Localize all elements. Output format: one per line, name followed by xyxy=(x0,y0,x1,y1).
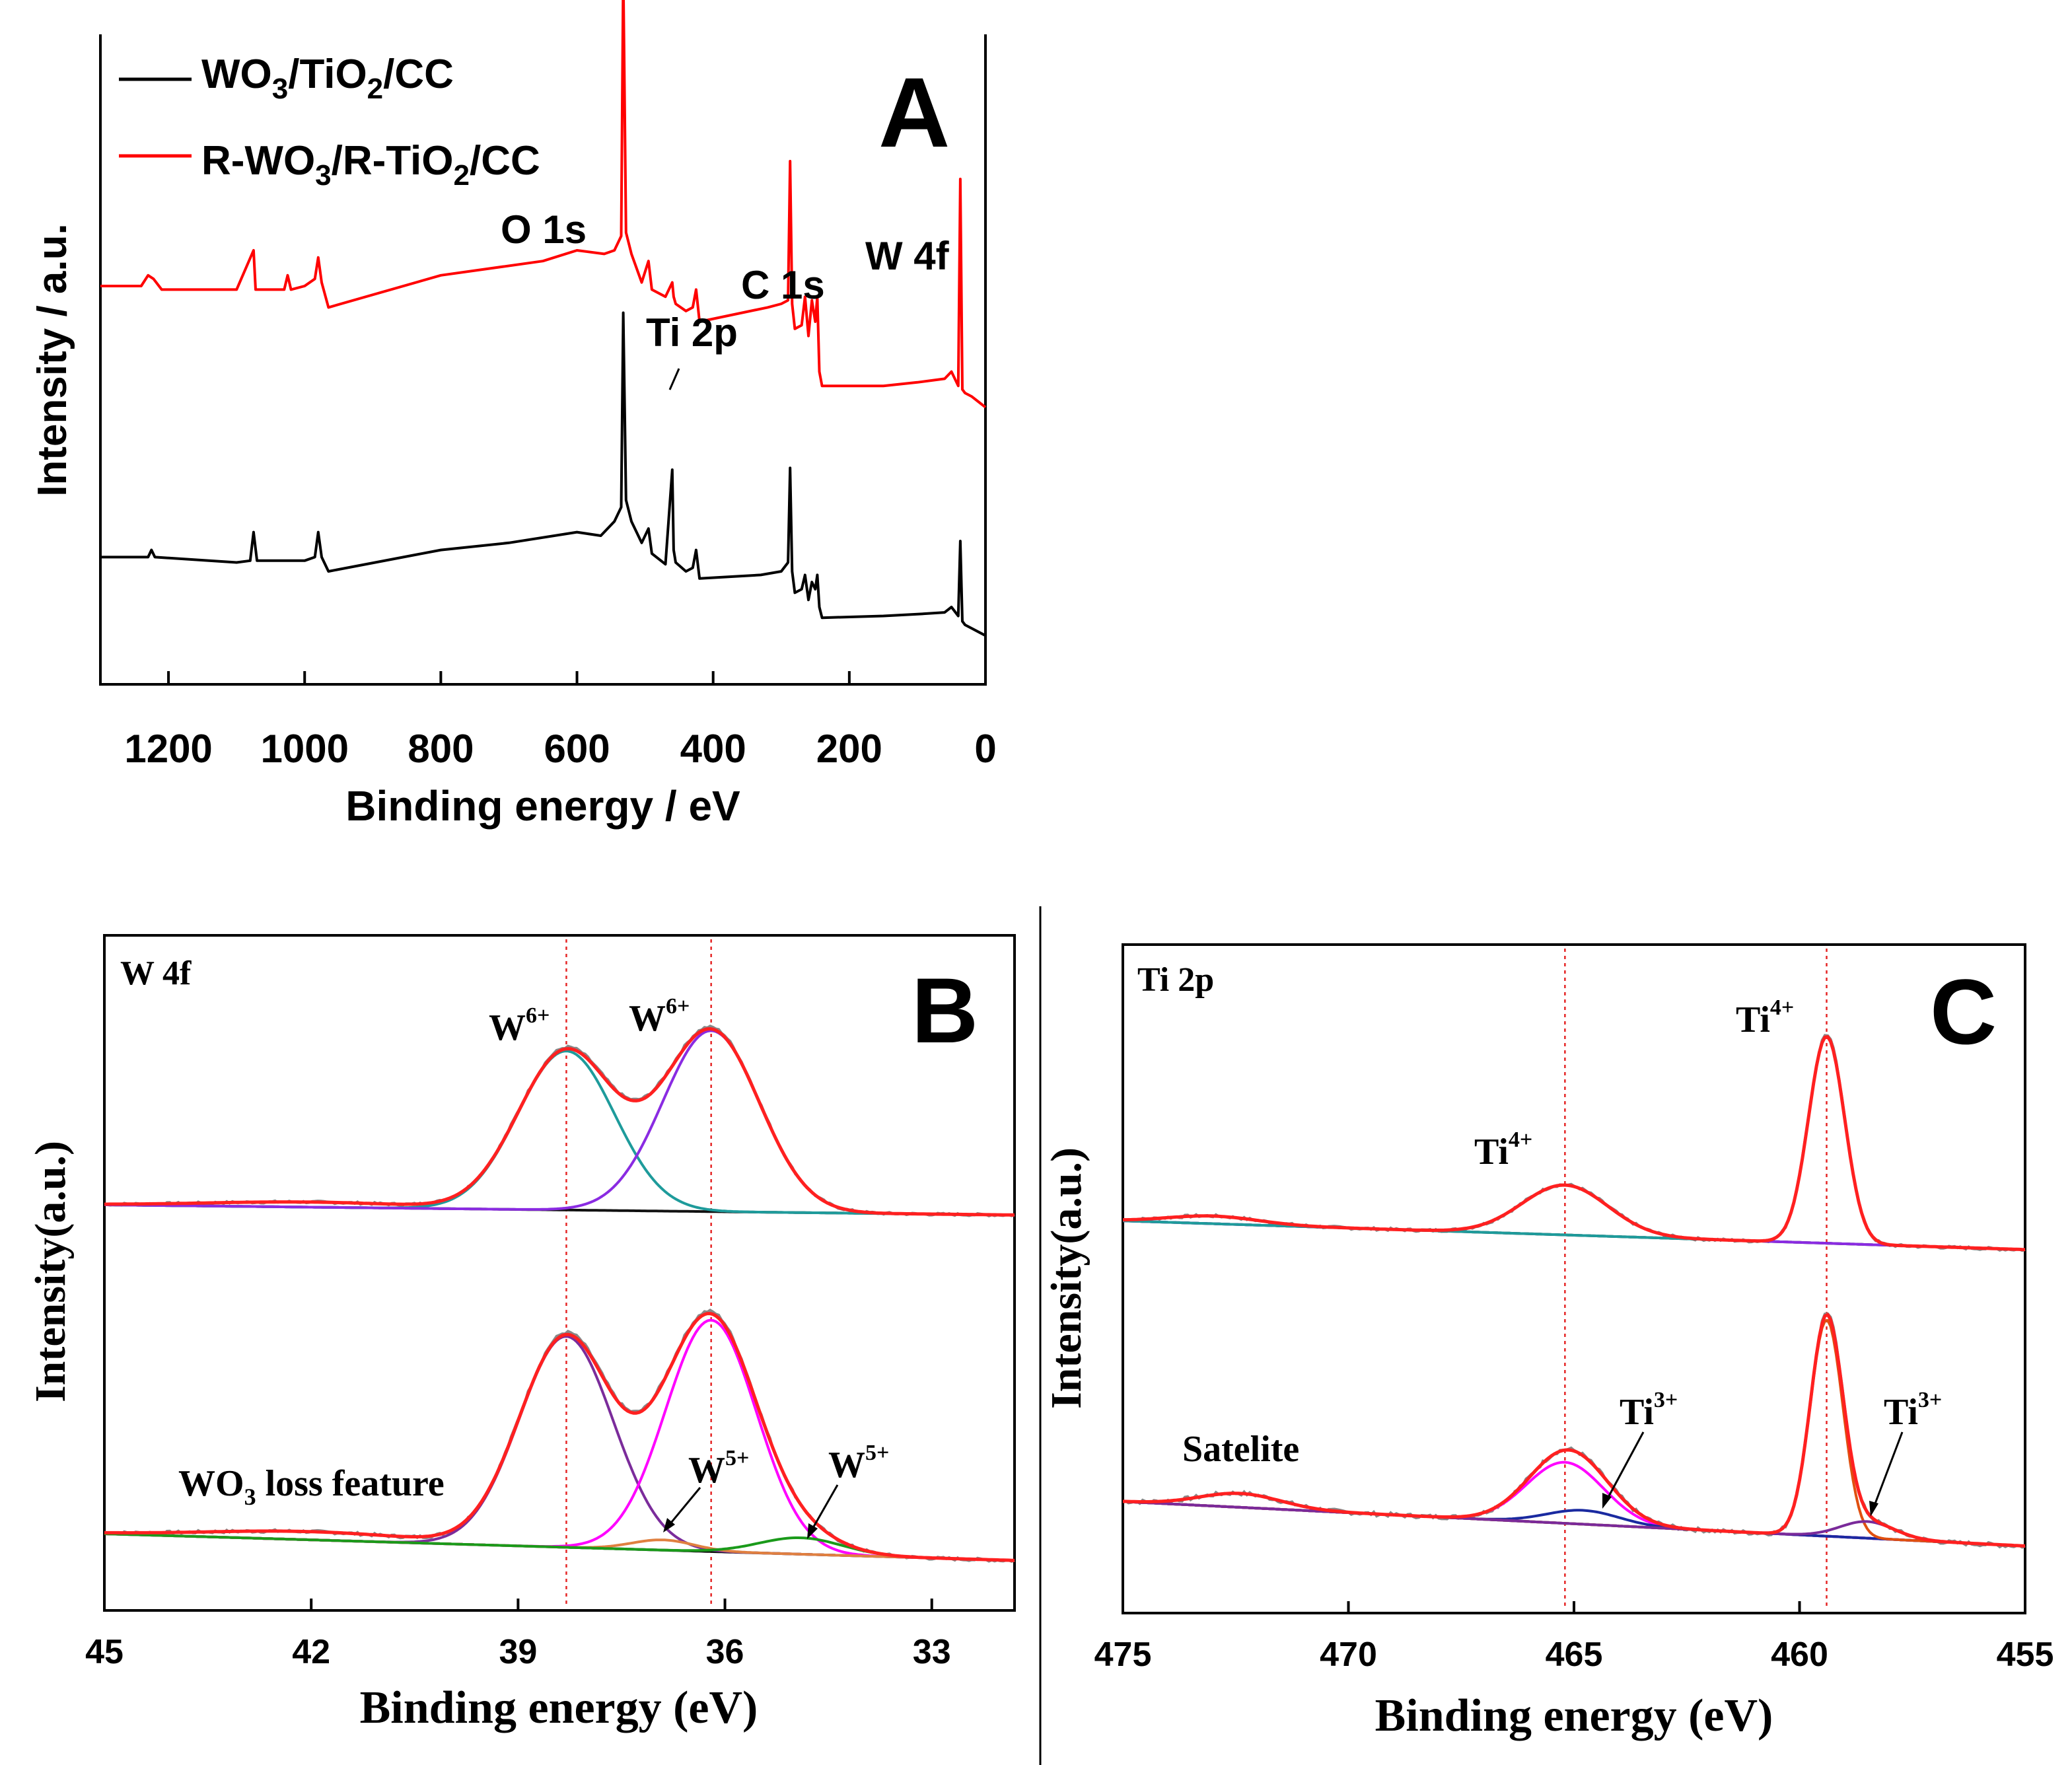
c-label-ti3-left: Ti3+ xyxy=(1620,1388,1678,1433)
panel-b-title: W 4f xyxy=(120,955,192,992)
c-upper-envelope xyxy=(1123,1035,2026,1252)
peak-label-o1s: O 1s xyxy=(501,207,587,252)
b-lower-raw-spectrum xyxy=(104,1309,1015,1564)
panel-a-frame xyxy=(99,34,987,686)
panel-c-x-ticks: 475 470 465 460 455 xyxy=(1094,1601,2054,1674)
panel-c-title: Ti 2p xyxy=(1137,961,1214,999)
panel-b: 45 42 39 36 33 W 4f B W6+ W6+ W5+ W5+ WO3 lo… xyxy=(26,934,1016,1733)
b-x-tick-label: 42 xyxy=(292,1633,330,1671)
b-lower-envelope xyxy=(104,1312,1015,1562)
panel-a: 1200 1000 800 600 400 200 0 WO3/TiO2/CC R-WO3/… xyxy=(30,0,997,830)
c-ti3-arrows xyxy=(1602,1431,1904,1517)
b-x-tick-label: 39 xyxy=(499,1633,537,1671)
panel-c-y-axis-label: Intensity(a.u.) xyxy=(1042,1147,1090,1409)
panel-a-x-axis-label: Binding energy / eV xyxy=(345,782,740,830)
c-lower-envelope xyxy=(1122,1313,2026,1548)
a-x-tick-label: 200 xyxy=(816,727,882,771)
c-label-ti3-right: Ti3+ xyxy=(1884,1388,1942,1433)
a-x-tick-label: 0 xyxy=(974,727,996,771)
panel-c-guides xyxy=(1564,949,1828,1609)
c-x-tick-label: 460 xyxy=(1771,1636,1828,1674)
panel-a-series xyxy=(100,0,987,637)
b-upper-envelope xyxy=(104,1027,1015,1217)
c-x-tick-label: 465 xyxy=(1546,1636,1603,1674)
b-x-tick-label: 36 xyxy=(706,1633,744,1671)
a-x-tick-label: 1200 xyxy=(124,727,212,771)
b-label-w5-right: W5+ xyxy=(828,1441,889,1486)
panel-a-y-axis-label: Intensity / a.u. xyxy=(30,223,75,496)
c-x-tick-label: 470 xyxy=(1320,1636,1377,1674)
panel-b-frame xyxy=(103,934,1016,1612)
panel-c-letter: C xyxy=(1930,960,1997,1063)
panel-c-frame xyxy=(1122,943,2026,1614)
panel-c-x-axis-label: Binding energy (eV) xyxy=(1375,1690,1773,1741)
a-x-tick-label: 600 xyxy=(544,727,610,771)
peak-label-c1s: C 1s xyxy=(741,263,825,307)
c-upper-component-0 xyxy=(1122,1184,2026,1251)
panel-b-series xyxy=(104,1025,1015,1564)
c-x-tick-label: 455 xyxy=(1997,1636,2054,1674)
panel-b-x-axis-label: Binding energy (eV) xyxy=(360,1682,758,1733)
panel-a-letter: A xyxy=(878,57,950,168)
panel-a-legend: WO3/TiO2/CC R-WO3/R-TiO2/CC xyxy=(119,52,540,192)
a-series-line-wo3-tio2-cc xyxy=(100,311,986,637)
panel-a-x-ticks: 1200 1000 800 600 400 200 0 xyxy=(124,671,997,771)
peak-label-w4f: W 4f xyxy=(865,234,950,278)
c-upper-component-1 xyxy=(1122,1035,2026,1251)
b-x-tick-label: 33 xyxy=(913,1633,951,1671)
c-label-ti4-right: Ti4+ xyxy=(1736,995,1794,1040)
b-label-loss-feature: WO3 loss feature xyxy=(178,1463,445,1510)
panel-b-y-axis-label: Intensity(a.u.) xyxy=(26,1141,75,1402)
b-label-w6-right: W6+ xyxy=(629,994,690,1039)
b-x-tick-label: 45 xyxy=(85,1633,124,1671)
panel-c: 475 470 465 460 455 Ti 2p C Ti4+ Ti4+ Ti3+ T… xyxy=(1042,943,2054,1741)
b-upper-component-0 xyxy=(104,1050,1015,1217)
c-x-tick-label: 475 xyxy=(1094,1636,1152,1674)
panel-b-letter: B xyxy=(911,958,978,1062)
b-label-w6-left: W6+ xyxy=(489,1003,550,1048)
peak-label-ti2p: Ti 2p xyxy=(646,310,738,355)
legend-label-wo3-tio2-cc: WO3/TiO2/CC xyxy=(201,52,454,105)
c-label-satelite: Satelite xyxy=(1182,1429,1299,1470)
legend-label-r-wo3-r-tio2-cc: R-WO3/R-TiO2/CC xyxy=(201,138,540,192)
a-series-line-r-wo3-r-tio2-cc xyxy=(100,0,987,409)
b-upper-raw-spectrum xyxy=(104,1025,1015,1217)
c-upper-raw-spectrum xyxy=(1122,1034,2026,1252)
c-lower-component-0 xyxy=(1122,1460,2026,1548)
panel-c-series xyxy=(1122,1034,2026,1549)
b-w5-arrows xyxy=(663,1484,839,1539)
c-label-ti4-left: Ti4+ xyxy=(1474,1128,1532,1172)
a-x-tick-label: 400 xyxy=(680,727,746,771)
b-label-w5-left: W5+ xyxy=(688,1446,749,1491)
ti2p-pointer xyxy=(668,368,680,390)
a-x-tick-label: 800 xyxy=(408,727,474,771)
b-upper-component-1 xyxy=(104,1029,1015,1217)
a-x-tick-label: 1000 xyxy=(260,727,348,771)
panel-b-x-ticks: 45 42 39 36 33 xyxy=(85,1599,951,1671)
c-lower-component-3 xyxy=(1122,1500,2026,1548)
